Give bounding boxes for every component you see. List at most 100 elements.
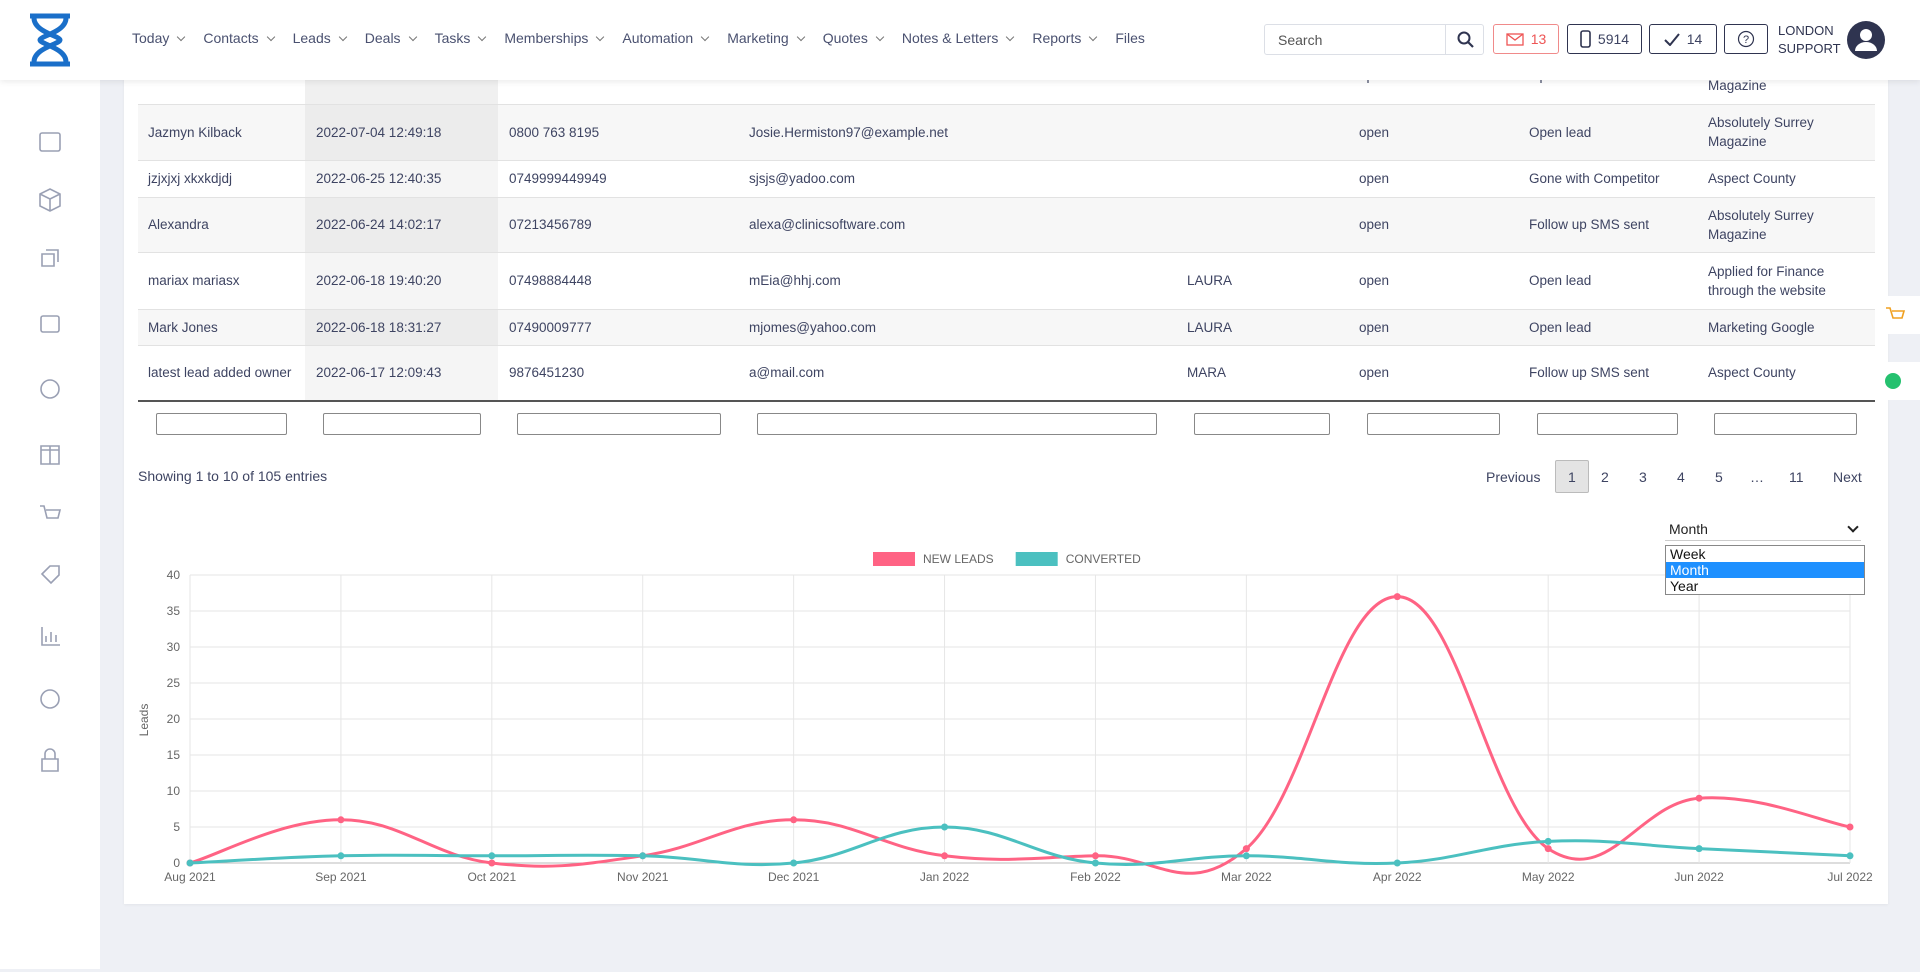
menu-item[interactable]: Deals <box>365 30 416 46</box>
menu-caret <box>339 33 347 41</box>
y-tick-label: 20 <box>167 712 181 726</box>
menu-caret <box>596 33 604 41</box>
y-tick-label: 10 <box>167 784 181 798</box>
menu-item[interactable]: Notes & Letters <box>902 30 1014 46</box>
x-tick-label: Jul 2022 <box>1827 870 1873 884</box>
menu-caret <box>701 33 709 41</box>
data-point <box>790 860 797 867</box>
data-point <box>790 816 797 823</box>
select-option[interactable]: Year <box>1666 578 1864 594</box>
avatar[interactable] <box>1846 20 1886 60</box>
mail-badge[interactable]: 13 <box>1493 24 1559 54</box>
menu-label: Marketing <box>727 30 788 46</box>
user-name-line: SUPPORT <box>1778 40 1841 58</box>
y-tick-label: 15 <box>167 748 181 762</box>
y-tick-label: 0 <box>173 856 180 870</box>
y-axis-label: Leads <box>137 704 151 737</box>
menu-label: Today <box>132 30 169 46</box>
check-icon <box>1664 33 1680 46</box>
x-tick-label: May 2022 <box>1522 870 1575 884</box>
data-point <box>1696 795 1703 802</box>
help-button[interactable]: ? <box>1724 24 1768 54</box>
menu-caret <box>266 33 274 41</box>
select-options: WeekMonthYear <box>1665 545 1865 595</box>
phone-badge[interactable]: 5914 <box>1567 24 1642 54</box>
search-icon[interactable] <box>1457 31 1475 49</box>
legend-swatch <box>873 552 915 566</box>
menu-caret <box>177 33 185 41</box>
menu-caret <box>796 33 804 41</box>
menu-item[interactable]: Files <box>1115 30 1145 46</box>
menu-label: Contacts <box>203 30 258 46</box>
x-tick-label: Dec 2021 <box>768 870 820 884</box>
data-point <box>1696 845 1703 852</box>
y-tick-label: 25 <box>167 676 181 690</box>
help-icon: ? <box>1737 30 1755 48</box>
x-tick-label: Jan 2022 <box>920 870 970 884</box>
menu-item[interactable]: Quotes <box>823 30 883 46</box>
y-tick-label: 40 <box>167 568 181 582</box>
menu-item[interactable]: Memberships <box>504 30 603 46</box>
data-point <box>1545 845 1552 852</box>
select-option[interactable]: Month <box>1666 562 1864 578</box>
search-placeholder: Search <box>1278 32 1322 48</box>
x-tick-label: Oct 2021 <box>467 870 516 884</box>
data-point <box>941 852 948 859</box>
menu-label: Quotes <box>823 30 868 46</box>
x-tick-label: Apr 2022 <box>1373 870 1422 884</box>
svg-text:?: ? <box>1743 34 1749 46</box>
mail-count: 13 <box>1531 31 1547 47</box>
data-point <box>1243 845 1250 852</box>
mail-icon <box>1506 33 1524 46</box>
x-tick-label: Aug 2021 <box>164 870 216 884</box>
data-point <box>1092 852 1099 859</box>
data-point <box>337 852 344 859</box>
menu-item[interactable]: Automation <box>622 30 708 46</box>
y-tick-label: 30 <box>167 640 181 654</box>
data-point <box>1847 852 1854 859</box>
user-name[interactable]: LONDON SUPPORT <box>1778 22 1841 58</box>
y-tick-label: 35 <box>167 604 181 618</box>
user-name-line: LONDON <box>1778 22 1841 40</box>
menu-label: Deals <box>365 30 401 46</box>
data-point <box>187 860 194 867</box>
data-point <box>488 852 495 859</box>
data-point <box>1847 824 1854 831</box>
x-tick-label: Mar 2022 <box>1221 870 1272 884</box>
menu-label: Tasks <box>435 30 471 46</box>
data-point <box>1243 852 1250 859</box>
data-point <box>488 860 495 867</box>
menu-item[interactable]: Marketing <box>727 30 803 46</box>
select-option[interactable]: Week <box>1666 546 1864 562</box>
menu-item[interactable]: Today <box>132 30 184 46</box>
search-divider <box>1445 25 1446 54</box>
data-point <box>1092 860 1099 867</box>
legend-label: CONVERTED <box>1066 552 1141 566</box>
menu-item[interactable]: Tasks <box>435 30 486 46</box>
data-point <box>941 824 948 831</box>
menu-label: Automation <box>622 30 693 46</box>
menu-label: Memberships <box>504 30 588 46</box>
menu-item[interactable]: Leads <box>293 30 346 46</box>
main-menu: Today Contacts Leads Deals Tasks Memberships A… <box>132 30 1145 46</box>
legend-label: NEW LEADS <box>923 552 994 566</box>
logo[interactable] <box>24 12 76 68</box>
menu-item[interactable]: Reports <box>1032 30 1096 46</box>
x-tick-label: Jun 2022 <box>1674 870 1724 884</box>
data-point <box>1545 838 1552 845</box>
task-badge[interactable]: 14 <box>1649 24 1717 54</box>
legend-swatch <box>1016 552 1058 566</box>
data-point <box>1394 593 1401 600</box>
search-box[interactable]: Search <box>1264 24 1484 55</box>
y-tick-label: 5 <box>173 820 180 834</box>
menu-caret <box>1006 33 1014 41</box>
menu-caret <box>478 33 486 41</box>
x-tick-label: Sep 2021 <box>315 870 367 884</box>
menu-item[interactable]: Contacts <box>203 30 273 46</box>
data-point <box>639 852 646 859</box>
task-count: 14 <box>1687 31 1703 47</box>
menu-label: Leads <box>293 30 331 46</box>
